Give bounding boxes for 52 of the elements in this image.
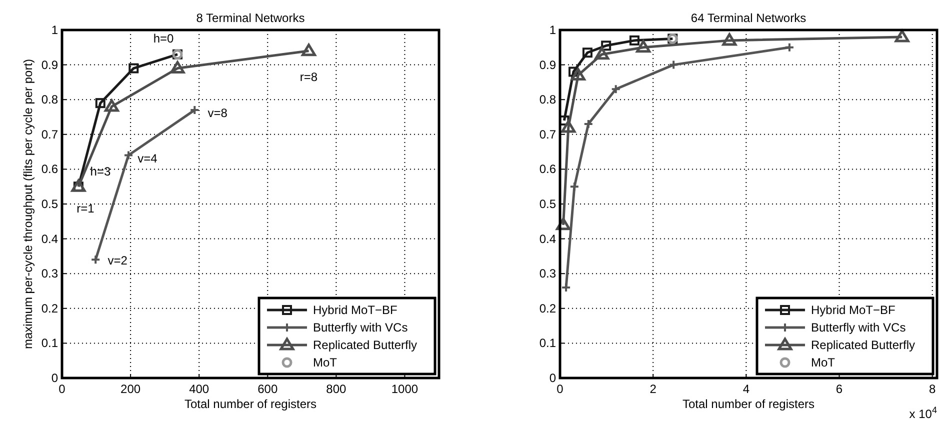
legend-label: MoT <box>313 356 338 370</box>
legend-label: Hybrid MoT−BF <box>811 303 896 317</box>
y-tick-label: 0.7 <box>41 127 58 142</box>
x-tick-label: 800 <box>326 382 347 396</box>
annotation: r=1 <box>76 202 95 216</box>
y-tick-label: 1 <box>51 23 58 37</box>
y-tick-label: 0.5 <box>41 197 58 211</box>
x-tick-label: 8 <box>929 382 936 396</box>
y-tick-label: 0.5 <box>539 197 556 211</box>
y-tick-label: 0.9 <box>539 58 556 72</box>
annotation: r=8 <box>300 70 318 84</box>
y-tick-label: 0.6 <box>539 162 556 176</box>
y-tick-label: 0.1 <box>539 336 556 350</box>
y-tick-label: 0.4 <box>41 232 58 246</box>
y-tick-label: 0.8 <box>539 92 556 107</box>
x-tick-label: 600 <box>258 382 278 396</box>
annotation: v=2 <box>108 254 128 268</box>
x-tick-label: 200 <box>120 382 141 396</box>
y-tick-label: 0 <box>549 371 556 385</box>
y-tick-label: 0.9 <box>41 58 58 72</box>
y-tick-label: 0.2 <box>539 301 556 316</box>
legend-label: Butterfly with VCs <box>313 320 408 334</box>
y-tick-label: 0 <box>51 371 58 385</box>
annotation: v=8 <box>208 106 228 120</box>
y-tick-label: 0.6 <box>41 162 58 176</box>
y-tick-label: 0.1 <box>41 336 58 350</box>
y-tick-label: 0.7 <box>539 127 556 142</box>
x-tick-label: 4 <box>742 382 750 396</box>
annotation: h=0 <box>153 32 174 46</box>
x-tick-label: 1000 <box>391 382 418 396</box>
legend-label: Hybrid MoT−BF <box>313 303 398 317</box>
y-tick-label: 0.8 <box>41 92 58 107</box>
y-tick-label: 0.3 <box>539 266 556 281</box>
x-tick-label: 400 <box>189 382 210 396</box>
y-tick-label: 0.2 <box>41 301 58 316</box>
x-tick-label: 6 <box>836 382 843 396</box>
chart-title: 64 Terminal Networks <box>690 11 806 25</box>
legend-label: Replicated Butterfly <box>313 338 418 352</box>
y-tick-label: 0.4 <box>539 232 556 246</box>
y-axis-title: maximum per-cycle throughput (flits per cycle per port) <box>21 58 35 350</box>
y-tick-label: 0.3 <box>41 266 58 281</box>
annotation: v=4 <box>138 151 158 166</box>
legend-label: Butterfly with VCs <box>811 320 906 334</box>
legend-label: MoT <box>811 356 836 370</box>
chart-title: 8 Terminal Networks <box>196 11 305 25</box>
annotation: h=3 <box>90 164 111 179</box>
legend-label: Replicated Butterfly <box>811 338 916 352</box>
x-tick-label: 2 <box>650 382 657 396</box>
text: x 10$^{4}$ <box>909 405 937 421</box>
x-axis-title: Total number of registers <box>682 397 815 411</box>
y-tick-label: 1 <box>549 23 556 37</box>
x-axis-title: Total number of registers <box>184 397 317 411</box>
